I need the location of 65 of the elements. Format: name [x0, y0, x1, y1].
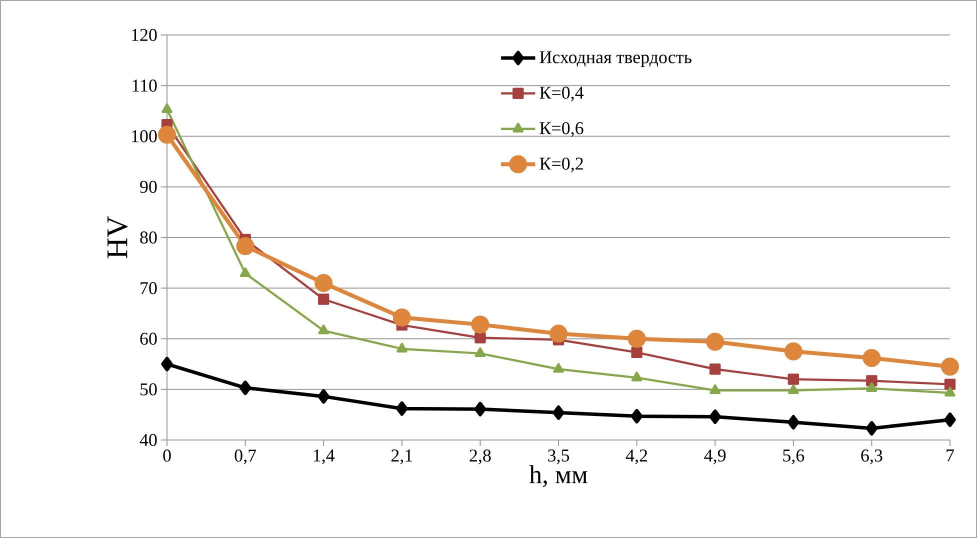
point — [474, 332, 486, 344]
x-tick-label: 5,6 — [783, 450, 804, 464]
point — [944, 412, 956, 427]
point — [631, 372, 642, 382]
point — [553, 363, 564, 373]
y-tick-label: 90 — [140, 180, 157, 193]
point — [392, 308, 411, 326]
point — [552, 405, 564, 420]
point — [862, 348, 881, 367]
x-tick-label: 6,3 — [861, 450, 882, 464]
point — [866, 382, 878, 392]
point — [474, 402, 486, 416]
point — [236, 237, 254, 256]
point — [550, 324, 568, 343]
y-tick-label: 70 — [140, 282, 157, 294]
point — [630, 408, 643, 424]
point — [314, 274, 333, 292]
point — [240, 267, 251, 278]
y-tick-label: 120 — [132, 28, 157, 42]
x-tick-label: 1,4 — [314, 450, 335, 464]
point — [866, 421, 878, 436]
y-tick-label: 60 — [140, 332, 157, 345]
x-tick-label: 7 — [946, 450, 954, 462]
legend-label: К=0,6 — [540, 122, 584, 137]
point — [396, 401, 408, 416]
point — [944, 386, 956, 397]
legend-label: Исходная твердость — [540, 51, 692, 67]
point — [788, 415, 800, 430]
point — [706, 332, 724, 351]
x-tick-label: 3,5 — [548, 450, 570, 464]
point — [161, 356, 173, 372]
x-tick-label: 0 — [163, 450, 171, 462]
y-tick-label: 100 — [132, 130, 157, 142]
x-tick-label: 2,8 — [470, 450, 491, 464]
y-tick-label: 50 — [140, 383, 157, 396]
point — [474, 347, 486, 358]
point — [318, 324, 330, 334]
x-tick-label: 4,2 — [626, 450, 648, 464]
point — [941, 358, 959, 376]
point — [471, 316, 490, 334]
point — [162, 103, 172, 114]
x-tick-label: 0,7 — [234, 450, 256, 464]
point — [788, 384, 799, 394]
point — [318, 294, 330, 305]
y-tick-label: 110 — [132, 80, 157, 92]
legend-label: К=0,2 — [540, 158, 583, 172]
point — [239, 380, 252, 396]
y-tick-label: 80 — [140, 231, 157, 244]
point — [709, 409, 721, 424]
point — [318, 389, 330, 404]
point — [631, 346, 642, 358]
point — [784, 342, 802, 360]
point — [628, 330, 646, 348]
y-axis-title: HV — [108, 216, 128, 258]
legend-label: К=0,4 — [540, 86, 584, 102]
point — [710, 384, 721, 394]
point — [158, 126, 176, 144]
y-tick-label: 40 — [140, 434, 157, 446]
point — [788, 374, 799, 385]
x-axis-title: h, мм — [529, 465, 588, 488]
x-tick-label: 4,9 — [704, 450, 726, 464]
point — [396, 342, 408, 352]
point — [944, 378, 956, 390]
point — [710, 364, 721, 375]
x-tick-label: 2,1 — [391, 450, 412, 464]
